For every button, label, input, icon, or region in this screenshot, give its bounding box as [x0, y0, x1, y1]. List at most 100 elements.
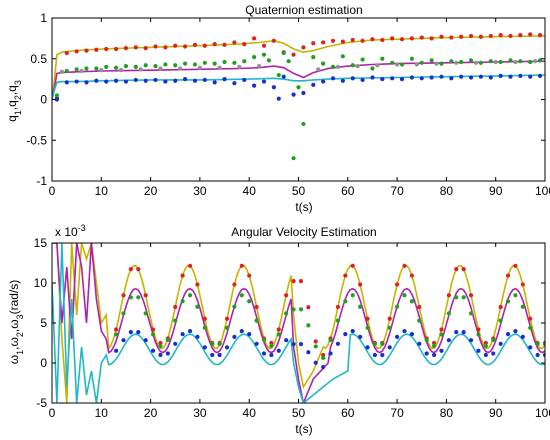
x-tick-label: 90: [489, 184, 503, 198]
data-point: [409, 332, 414, 337]
series-line: [52, 243, 545, 403]
data-point: [187, 263, 193, 268]
data-point: [173, 304, 178, 310]
data-point: [143, 338, 148, 343]
data-point: [449, 76, 454, 81]
data-point: [128, 267, 133, 272]
x-tick-label: 0: [49, 184, 56, 198]
data-point: [483, 343, 488, 349]
data-point: [180, 299, 185, 304]
data-point: [321, 355, 326, 361]
data-point: [104, 79, 109, 84]
data-point: [173, 318, 178, 323]
data-point: [284, 293, 289, 298]
data-point: [54, 97, 60, 102]
data-point: [281, 50, 286, 56]
data-point: [446, 338, 451, 343]
data-point: [173, 43, 178, 48]
y-label-part: ,q: [5, 85, 19, 95]
data-point: [375, 63, 380, 68]
y-label-part: ω: [7, 355, 21, 364]
data-point: [335, 318, 341, 323]
data-point: [491, 337, 496, 343]
data-point: [399, 37, 405, 42]
data-point: [271, 85, 276, 90]
data-point: [284, 338, 289, 343]
data-point: [232, 60, 237, 65]
data-point: [254, 341, 259, 346]
data-point: [399, 77, 405, 82]
data-point: [64, 50, 69, 56]
data-point: [505, 332, 511, 337]
data-point: [202, 316, 207, 321]
data-point: [528, 325, 533, 330]
data-point: [123, 79, 129, 84]
data-point: [542, 341, 545, 346]
data-point: [537, 33, 543, 38]
data-point: [528, 74, 533, 79]
data-point: [239, 293, 244, 298]
data-point: [488, 33, 493, 39]
data-point: [419, 35, 424, 40]
data-point: [197, 65, 202, 70]
data-point: [247, 299, 252, 304]
x-tick-label: 50: [292, 406, 306, 420]
data-point: [113, 65, 119, 70]
data-point: [133, 77, 138, 83]
data-point: [493, 59, 498, 65]
plot-area: [52, 243, 545, 403]
data-point: [513, 59, 518, 65]
data-point: [335, 64, 341, 69]
data-point: [483, 340, 488, 346]
data-point: [232, 304, 237, 309]
data-point: [158, 343, 163, 349]
data-point: [321, 79, 326, 84]
data-point: [210, 341, 215, 346]
data-point: [505, 273, 511, 278]
data-point: [242, 59, 247, 64]
data-point: [518, 33, 523, 38]
data-point: [276, 96, 281, 101]
data-point: [239, 263, 244, 268]
y-tick-label: -1: [36, 174, 47, 188]
data-point: [84, 66, 89, 71]
data-point: [478, 60, 484, 65]
data-point: [192, 78, 198, 83]
data-point: [138, 67, 143, 72]
y-tick-label: 0: [40, 93, 47, 107]
x-tick-label: 100: [535, 406, 550, 420]
x-tick-label: 80: [440, 406, 454, 420]
data-point: [528, 32, 533, 37]
data-point: [439, 332, 444, 337]
data-point: [439, 74, 444, 79]
data-point: [476, 348, 481, 353]
data-point: [459, 59, 464, 65]
data-point: [291, 342, 296, 347]
data-point: [261, 52, 267, 57]
data-point: [158, 352, 163, 358]
data-point: [431, 340, 437, 346]
data-point: [224, 316, 230, 321]
data-point: [321, 40, 326, 45]
data-point: [104, 64, 109, 69]
data-point: [316, 67, 321, 72]
x-tick-label: 50: [292, 184, 306, 198]
data-point: [202, 60, 207, 65]
data-point: [537, 73, 543, 78]
data-point: [360, 38, 365, 43]
data-point: [296, 85, 301, 90]
x-axis-label: t(s): [295, 200, 312, 214]
data-point: [118, 68, 124, 73]
data-point: [158, 66, 163, 71]
data-point: [178, 66, 183, 71]
y-label-part: ,ω: [7, 337, 21, 350]
y-label-part: 3: [13, 80, 23, 85]
data-point: [136, 330, 141, 335]
data-point: [173, 63, 178, 68]
data-point: [313, 339, 318, 344]
x-tick-label: 40: [243, 406, 257, 420]
data-point: [173, 341, 178, 346]
data-point: [195, 304, 200, 309]
data-point: [488, 75, 493, 80]
data-point: [113, 327, 119, 332]
